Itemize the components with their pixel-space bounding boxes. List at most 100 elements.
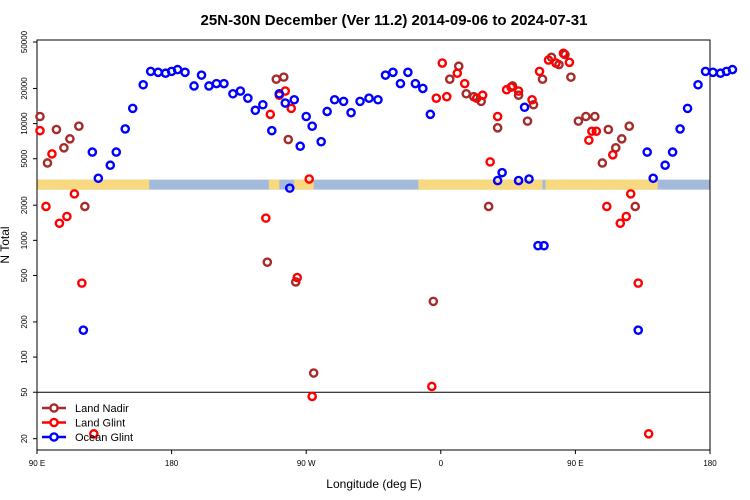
land-nadir-point	[624, 121, 635, 131]
ocean-glint-point	[364, 93, 374, 104]
ocean-glint-point	[533, 240, 543, 251]
land-glint-point	[452, 68, 463, 79]
land-nadir-point	[528, 99, 539, 110]
legend-marker-land-glint	[49, 417, 59, 428]
ocean-glint-point	[204, 81, 214, 91]
land-nadir-point	[616, 134, 627, 144]
ocean-glint-point	[145, 66, 156, 77]
x-axis: 90 E 180 90 W 0 90 E 180	[29, 450, 717, 468]
ocean-glint-point	[633, 325, 644, 335]
land-glint-point	[307, 391, 317, 402]
land-glint-point	[69, 189, 80, 199]
ocean-glint-point	[675, 124, 685, 134]
ocean-glint-point	[189, 81, 199, 91]
land-glint-point	[621, 211, 632, 222]
land-band-segment	[294, 179, 314, 190]
y-tick-label: 20	[20, 434, 29, 443]
legend-marker-ocean-glint	[49, 432, 59, 442]
ocean-glint-point	[539, 240, 549, 251]
ocean-glint-point	[395, 78, 406, 89]
land-nadir-point	[444, 74, 455, 85]
y-tick-label: 10000	[20, 112, 29, 135]
land-nadir-point	[537, 74, 548, 85]
land-glint-point	[633, 278, 644, 288]
land-glint-point	[558, 48, 569, 59]
land-glint-point	[584, 135, 594, 146]
y-tick-label: 20000	[20, 77, 29, 100]
legend-label-land-nadir: Land Nadir	[75, 403, 129, 415]
ocean-glint-point	[355, 96, 365, 107]
land-nadir-point	[483, 201, 494, 212]
y-tick-label: 2000	[20, 196, 29, 214]
ocean-glint-point	[196, 70, 207, 80]
ocean-glint-point	[410, 78, 421, 89]
land-glint-point	[427, 381, 437, 392]
land-glint-point	[615, 218, 626, 229]
land-band-segment	[418, 179, 543, 190]
land-nadir-point	[271, 74, 282, 85]
ocean-glint-point	[258, 99, 268, 110]
x-tick-label: 90 E	[567, 459, 583, 468]
land-glint-point	[292, 272, 303, 283]
land-nadir-point	[283, 134, 294, 145]
land-nadir-point	[513, 90, 524, 101]
y-tick-label: 50	[20, 387, 29, 396]
ocean-glint-point	[211, 78, 222, 89]
ocean-glint-point	[250, 105, 261, 116]
ocean-glint-point	[78, 325, 89, 335]
ocean-glint-point	[388, 67, 398, 78]
land-glint-point	[492, 111, 503, 122]
ocean-glint-point	[513, 175, 524, 186]
land-glint-point	[625, 189, 636, 199]
ocean-glint-point	[120, 124, 131, 134]
ocean-glint-point	[708, 67, 718, 78]
land-nadir-point	[42, 158, 53, 168]
land-glint-point	[35, 125, 45, 136]
land-nadir-point	[581, 111, 591, 122]
land-nadir-point	[461, 88, 472, 99]
coastline-band	[37, 179, 710, 190]
ocean-glint-point	[289, 94, 300, 105]
land-nadir-point	[51, 124, 62, 135]
ocean-glint-point	[127, 103, 138, 114]
ocean-glint-point	[660, 160, 670, 171]
land-nadir-point	[492, 123, 503, 133]
ocean-glint-point	[180, 67, 190, 78]
ocean-glint-point	[274, 88, 285, 99]
land-nadir-point	[566, 72, 576, 82]
ocean-glint-point	[492, 175, 503, 186]
ocean-glint-point	[105, 160, 116, 171]
land-glint-point	[534, 66, 545, 77]
land-band-segment	[268, 179, 280, 190]
plot-frame	[36, 39, 711, 451]
land-glint-point	[77, 278, 87, 288]
land-nadir-point	[65, 134, 75, 144]
x-tick-label: 180	[165, 459, 179, 468]
ocean-glint-point	[667, 147, 678, 157]
chart-title: 25N-30N December (Ver 11.2) 2014-09-06 t…	[201, 12, 588, 29]
land-glint-point	[602, 201, 612, 212]
land-glint-point	[506, 82, 516, 92]
land-glint-point	[643, 429, 654, 439]
x-tick-label: 90 W	[297, 459, 316, 468]
land-nadir-point	[597, 158, 608, 168]
land-glint-point	[437, 58, 448, 68]
y-tick-label: 500	[20, 268, 29, 282]
land-glint-point	[304, 174, 314, 184]
x-axis-label: Longitude (deg E)	[326, 477, 421, 491]
ocean-glint-point	[267, 125, 277, 136]
x-tick-label: 0	[439, 459, 444, 468]
ocean-glint-point	[519, 102, 530, 113]
ocean-glint-point	[346, 107, 356, 118]
land-glint-point	[54, 218, 65, 229]
land-glint-point	[62, 211, 72, 222]
y-tick-label: 1000	[20, 231, 29, 249]
land-glint-point	[89, 429, 99, 439]
land-nadir-point	[35, 111, 45, 122]
land-nadir-point	[290, 277, 301, 287]
ocean-glint-point	[243, 93, 253, 104]
y-axis-label: N Total	[0, 226, 12, 263]
ocean-glint-point	[693, 79, 703, 90]
ocean-glint-point	[93, 173, 104, 184]
ocean-glint-point	[172, 64, 183, 75]
